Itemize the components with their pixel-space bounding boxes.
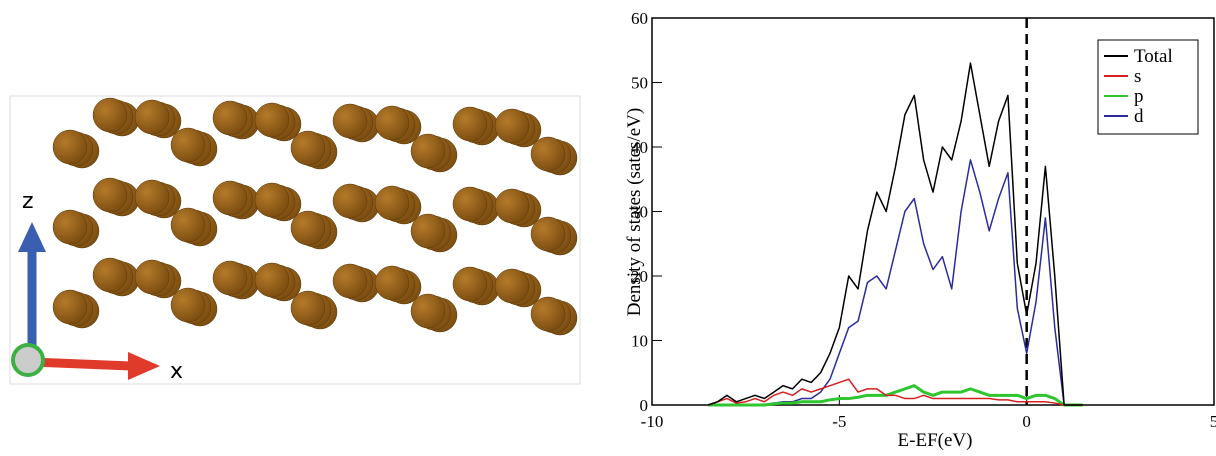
atom	[530, 136, 566, 172]
atom	[410, 213, 446, 249]
y-tick-label: 50	[631, 74, 648, 93]
y-tick-label: 60	[631, 9, 648, 28]
atom	[212, 100, 248, 136]
legend-label: s	[1134, 66, 1141, 87]
x-tick-label: -5	[832, 412, 846, 431]
x-label: x	[170, 359, 183, 384]
y-axis-origin	[11, 343, 45, 377]
atom	[494, 108, 530, 144]
atom	[170, 287, 206, 323]
atom	[452, 186, 488, 222]
y-tick-label: 10	[631, 332, 648, 351]
atom	[92, 97, 128, 133]
atom	[92, 177, 128, 213]
legend-label: p	[1134, 86, 1144, 107]
atom	[410, 133, 446, 169]
atom	[254, 102, 290, 138]
z-arrowhead	[18, 222, 46, 252]
atom	[452, 266, 488, 302]
atom	[332, 263, 368, 299]
atom	[332, 103, 368, 139]
atom	[332, 183, 368, 219]
y-axis-label: Density of states (sates/eV)	[624, 108, 645, 316]
y-tick-label: 40	[631, 138, 648, 157]
series-line	[708, 384, 1083, 407]
series-line	[707, 62, 1083, 406]
x-tick-label: 5	[1210, 412, 1216, 431]
atom	[170, 207, 206, 243]
series-line	[707, 378, 1083, 406]
atom	[92, 257, 128, 293]
legend-label: Total	[1134, 46, 1173, 67]
atom	[52, 289, 88, 325]
atom	[494, 268, 530, 304]
atom	[212, 260, 248, 296]
atom	[530, 216, 566, 252]
y-tick-label: 0	[640, 396, 649, 415]
atom	[170, 127, 206, 163]
atom	[52, 129, 88, 165]
atom	[530, 296, 566, 332]
atom	[134, 259, 170, 295]
atom	[290, 210, 326, 246]
x-arrowhead	[128, 352, 160, 380]
atom	[410, 293, 446, 329]
atom	[52, 209, 88, 245]
atom	[134, 179, 170, 215]
atom	[374, 265, 410, 301]
x-tick-label: -10	[641, 412, 664, 431]
atom	[374, 105, 410, 141]
atom	[254, 262, 290, 298]
atom	[452, 106, 488, 142]
x-axis-label: E-EF(eV)	[898, 430, 973, 451]
z-label: z	[22, 189, 34, 214]
atom	[494, 188, 530, 224]
x-tick-label: 0	[1022, 412, 1031, 431]
x-arrow	[31, 357, 131, 371]
y-tick-label: 30	[631, 203, 648, 222]
atom	[290, 130, 326, 166]
legend-label: d	[1134, 106, 1144, 127]
atom	[212, 180, 248, 216]
atom	[290, 290, 326, 326]
atom	[374, 185, 410, 221]
y-tick-label: 20	[631, 267, 648, 286]
atom	[134, 99, 170, 135]
atom	[254, 182, 290, 218]
atoms	[52, 97, 578, 336]
